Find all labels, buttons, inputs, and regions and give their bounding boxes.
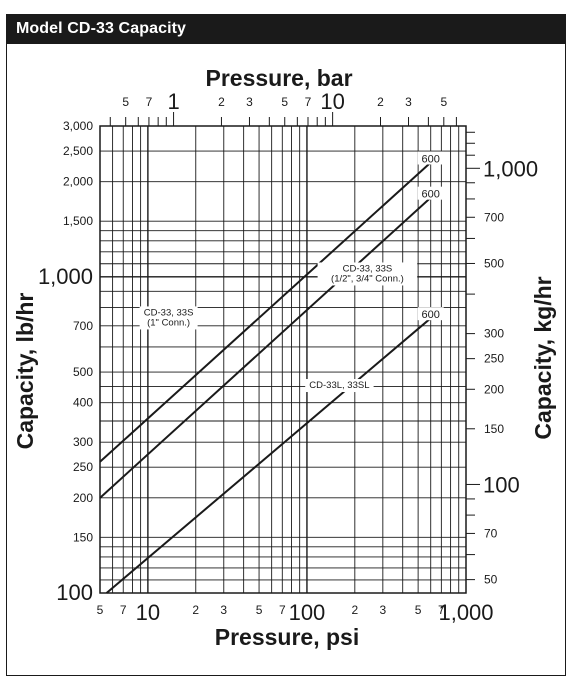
x-tick-label: 2 bbox=[192, 603, 199, 617]
y2-tick-label: 50 bbox=[484, 573, 498, 587]
y-tick-label: 700 bbox=[73, 319, 93, 333]
x2-tick-label: 5 bbox=[281, 95, 288, 109]
x2-tick-label: 3 bbox=[246, 95, 253, 109]
x-tick-label: 5 bbox=[256, 603, 263, 617]
series-end-label-bg bbox=[417, 307, 444, 321]
y2-tick-label: 700 bbox=[484, 210, 504, 224]
x-tick-label: 7 bbox=[120, 603, 127, 617]
series-annotation-bg bbox=[317, 262, 418, 286]
y-tick-label: 1,000 bbox=[38, 264, 93, 289]
y-tick-label: 250 bbox=[73, 460, 93, 474]
y2-tick-label: 300 bbox=[484, 327, 504, 341]
y2-tick-label: 70 bbox=[484, 526, 498, 540]
y-tick-label: 300 bbox=[73, 435, 93, 449]
y-tick-label: 150 bbox=[73, 530, 93, 544]
y-tick-label: 3,000 bbox=[63, 119, 93, 133]
y-tick-label: 100 bbox=[56, 580, 93, 605]
series-annotation: (1/2", 3/4" Conn.) bbox=[331, 273, 404, 284]
x2-tick-label: 10 bbox=[320, 89, 344, 114]
y2-tick-label: 100 bbox=[483, 472, 520, 497]
x2-axis-title: Pressure, bar bbox=[205, 65, 352, 91]
x-tick-label: 5 bbox=[415, 603, 422, 617]
y2-tick-label: 1,000 bbox=[483, 156, 538, 181]
x2-tick-label: 3 bbox=[405, 95, 412, 109]
series-end-label: 600 bbox=[422, 189, 440, 201]
x2-tick-label: 5 bbox=[440, 95, 447, 109]
series-annotation: CD-33, 33S bbox=[343, 263, 393, 274]
y-tick-label: 500 bbox=[73, 365, 93, 379]
y-tick-label: 2,000 bbox=[63, 175, 93, 189]
y2-tick-label: 500 bbox=[484, 256, 504, 270]
grid-layer bbox=[99, 125, 467, 594]
series-line bbox=[99, 161, 432, 463]
x-tick-label: 7 bbox=[279, 603, 286, 617]
series-line bbox=[105, 317, 432, 594]
x2-tick-label: 2 bbox=[377, 95, 384, 109]
series-annotation-bg bbox=[139, 306, 198, 330]
x2-tick-label: 2 bbox=[218, 95, 225, 109]
series-end-label-bg bbox=[417, 151, 444, 165]
series-end-label: 600 bbox=[422, 309, 440, 321]
x-tick-label: 5 bbox=[97, 603, 104, 617]
x2-tick-label: 5 bbox=[122, 95, 129, 109]
axis-layer: 5 7 10 2 3 5 7 100 2 3 5 71,00010015020025030040050… bbox=[38, 89, 538, 625]
y-tick-label: 400 bbox=[73, 396, 93, 410]
x-tick-label: 3 bbox=[379, 603, 386, 617]
y-tick-label: 2,500 bbox=[63, 144, 93, 158]
x2-tick-label: 1 bbox=[167, 89, 179, 114]
x-tick-label: 2 bbox=[351, 603, 358, 617]
series-annotation-bg bbox=[305, 379, 374, 393]
y-axis-title: Capacity, lb/hr bbox=[12, 293, 38, 450]
x-tick-label: 3 bbox=[220, 603, 227, 617]
y-tick-label: 1,500 bbox=[63, 214, 93, 228]
y2-tick-label: 250 bbox=[484, 352, 504, 366]
plot-border bbox=[99, 125, 467, 594]
series-annotation: CD-33, 33S bbox=[144, 307, 194, 318]
x2-tick-label: 7 bbox=[305, 95, 312, 109]
x-tick-label: 1,000 bbox=[438, 600, 493, 625]
series-end-label-bg bbox=[417, 186, 444, 200]
y2-axis-title: Capacity, kg/hr bbox=[530, 276, 556, 439]
chart-title: Model CD-33 Capacity bbox=[6, 14, 566, 44]
x-tick-label: 10 bbox=[136, 600, 160, 625]
x2-tick-label: 7 bbox=[146, 95, 153, 109]
x-tick-label: 100 bbox=[289, 600, 326, 625]
y2-tick-label: 200 bbox=[484, 382, 504, 396]
series-annotation: (1" Conn.) bbox=[147, 317, 190, 328]
x-axis-title: Pressure, psi bbox=[215, 624, 359, 650]
series-line bbox=[99, 196, 432, 499]
y2-tick-label: 150 bbox=[484, 422, 504, 436]
y-tick-label: 200 bbox=[73, 491, 93, 505]
series-end-label: 600 bbox=[422, 153, 440, 165]
series-annotation: CD-33L, 33SL bbox=[309, 380, 369, 391]
x-tick-label: 7 bbox=[438, 603, 445, 617]
